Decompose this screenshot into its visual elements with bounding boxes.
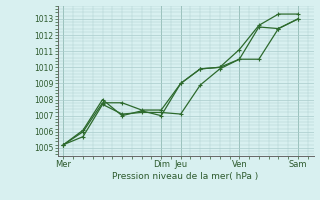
X-axis label: Pression niveau de la mer( hPa ): Pression niveau de la mer( hPa ) — [112, 172, 259, 181]
